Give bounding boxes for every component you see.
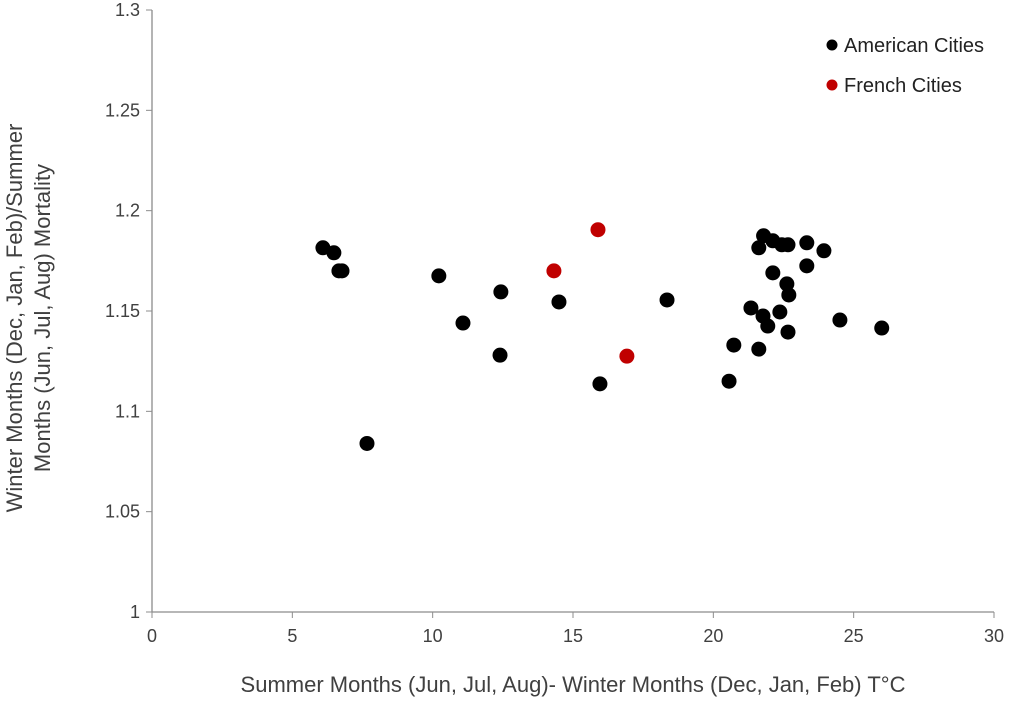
y-axis-label: Winter Months (Dec, Jan, Feb)/Summer Mon…	[2, 124, 55, 513]
point-american-cities	[751, 240, 767, 256]
y-axis-label-line-1: Winter Months (Dec, Jan, Feb)/Summer	[2, 124, 27, 513]
point-american-cities	[492, 347, 508, 363]
x-tick-label: 30	[984, 626, 1004, 646]
point-american-cities	[431, 268, 447, 284]
x-tick-label: 20	[703, 626, 723, 646]
point-american-cities	[592, 376, 608, 392]
point-american-cities	[874, 320, 890, 336]
point-american-cities	[781, 287, 797, 303]
point-american-cities	[780, 324, 796, 340]
axes: 0 5 10 15 20 25 30 1 1.05 1.1 1.15 1.2 1.25 1.3	[105, 0, 1004, 646]
point-american-cities	[780, 237, 796, 253]
point-american-cities	[326, 245, 342, 261]
y-axis-label-line-2: Months (Jun, Jul, Aug) Mortality	[30, 164, 55, 472]
point-american-cities	[765, 265, 781, 281]
point-american-cities	[721, 373, 737, 389]
point-american-cities	[726, 337, 742, 353]
point-american-cities	[334, 263, 350, 279]
y-tick-label: 1.2	[115, 201, 140, 221]
point-american-cities	[799, 235, 815, 251]
y-tick-label: 1.15	[105, 301, 140, 321]
point-american-cities	[832, 312, 848, 328]
x-tick-label: 25	[844, 626, 864, 646]
x-tick-label: 5	[287, 626, 297, 646]
point-american-cities	[760, 318, 776, 334]
point-american-cities	[359, 435, 375, 451]
legend-label: French Cities	[844, 75, 962, 97]
y-tick-label: 1.1	[115, 401, 140, 421]
x-tick-label: 15	[563, 626, 583, 646]
point-american-cities	[751, 341, 767, 357]
point-american-cities	[816, 243, 832, 259]
point-french-cities	[546, 263, 562, 279]
legend-marker-american-cities	[826, 39, 838, 51]
point-american-cities	[772, 304, 788, 320]
legend-label: American Cities	[844, 35, 984, 57]
data-points	[315, 222, 890, 451]
x-tick-label: 10	[423, 626, 443, 646]
y-tick-label: 1.3	[115, 0, 140, 20]
point-american-cities	[659, 292, 675, 308]
legend: American Cities French Cities	[826, 35, 984, 97]
legend-marker-french-cities	[826, 79, 838, 91]
y-tick-label: 1.25	[105, 100, 140, 120]
point-american-cities	[551, 294, 567, 310]
x-axis-label: Summer Months (Jun, Jul, Aug)- Winter Mo…	[241, 672, 906, 697]
point-french-cities	[590, 222, 606, 238]
point-american-cities	[743, 300, 759, 316]
y-tick-label: 1	[130, 602, 140, 622]
point-american-cities	[455, 315, 471, 331]
x-tick-label: 0	[147, 626, 157, 646]
point-american-cities	[493, 284, 509, 300]
point-american-cities	[779, 276, 795, 292]
point-french-cities	[619, 348, 635, 364]
point-american-cities	[799, 258, 815, 274]
y-tick-label: 1.05	[105, 502, 140, 522]
